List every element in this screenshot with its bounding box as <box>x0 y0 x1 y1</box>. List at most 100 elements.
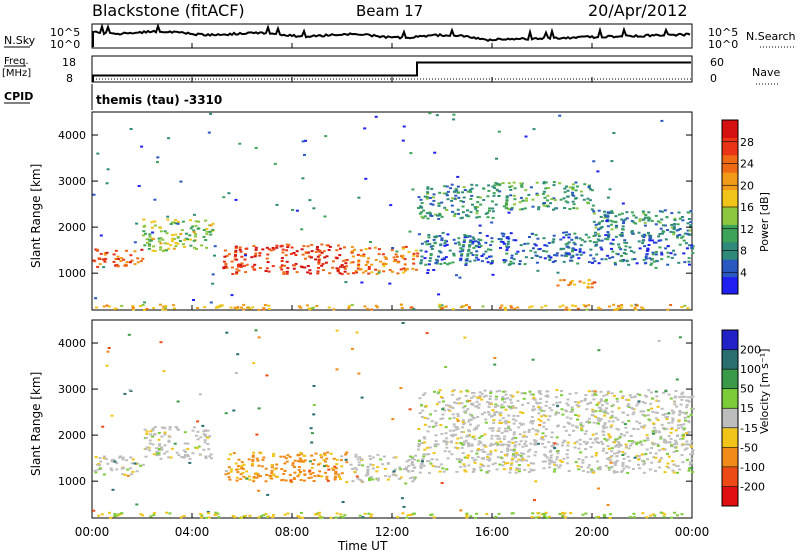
scatter-point <box>634 216 638 219</box>
scatter-point <box>533 398 537 401</box>
scatter-point <box>596 419 600 422</box>
scatter-point <box>610 210 614 213</box>
scatter-point <box>148 449 151 452</box>
scatter-point <box>371 464 375 467</box>
scatter-point <box>552 208 555 211</box>
scatter-point <box>595 452 599 455</box>
scatter-point <box>487 209 491 212</box>
scatter-point <box>538 424 542 427</box>
scatter-point <box>153 220 157 223</box>
scatter-point <box>603 210 606 213</box>
scatter-point <box>475 254 479 257</box>
scatter-point <box>312 207 316 210</box>
scatter-point <box>220 304 224 307</box>
scatter-point <box>617 213 621 216</box>
scatter-point <box>422 209 426 212</box>
scatter-point <box>674 390 678 392</box>
scatter-point <box>98 263 102 266</box>
scatter-point <box>638 220 642 223</box>
scatter-point <box>630 407 634 409</box>
scatter-point <box>354 453 358 456</box>
scatter-point <box>322 458 326 461</box>
scatter-point <box>174 242 178 244</box>
scatter-point <box>596 306 600 309</box>
scatter-point <box>162 305 166 308</box>
scatter-point <box>506 237 510 240</box>
scatter-point <box>500 232 504 235</box>
x-tick-label: 16:00 <box>475 525 510 539</box>
scatter-point <box>678 468 681 471</box>
scatter-point <box>438 214 442 217</box>
scatter-point <box>480 255 484 257</box>
scatter-point <box>688 229 692 232</box>
scatter-point <box>403 258 407 261</box>
scatter-point <box>129 467 132 470</box>
scatter-point <box>490 200 494 203</box>
scatter-point <box>516 250 520 253</box>
scatter-point <box>480 398 484 401</box>
scatter-point <box>489 401 493 404</box>
scatter-point <box>508 428 512 431</box>
scatter-point <box>555 464 559 467</box>
scatter-point <box>566 404 570 407</box>
scatter-point <box>531 420 535 422</box>
scatter-point <box>506 448 510 451</box>
scatter-point <box>282 272 286 275</box>
scatter-point <box>427 236 431 239</box>
scatter-point <box>563 516 567 519</box>
scatter-point <box>658 459 662 462</box>
scatter-point <box>691 453 695 456</box>
scatter-point <box>432 238 436 241</box>
scatter-point <box>115 263 119 266</box>
scatter-point <box>417 233 421 236</box>
scatter-point <box>666 255 670 258</box>
scatter-point <box>594 223 598 226</box>
scatter-point <box>519 196 523 199</box>
scatter-point <box>559 464 563 467</box>
scatter-point <box>420 442 424 445</box>
scatter-point <box>437 401 441 404</box>
scatter-point <box>301 253 305 256</box>
scatter-point <box>683 395 686 398</box>
scatter-point <box>509 260 513 263</box>
scatter-point <box>487 403 491 406</box>
scatter-point <box>438 212 442 215</box>
scatter-point <box>343 246 346 249</box>
scatter-point <box>604 234 608 237</box>
scatter-point <box>503 401 507 404</box>
scatter-point <box>613 309 617 311</box>
scatter-point <box>520 452 524 455</box>
scatter-point <box>420 215 424 218</box>
scatter-point <box>477 238 481 241</box>
scatter-point <box>145 446 149 449</box>
scatter-point <box>251 460 255 463</box>
scatter-point <box>480 457 484 460</box>
scatter-point <box>253 268 257 271</box>
y-tick-label: 2000 <box>58 429 86 442</box>
scatter-point <box>627 399 631 401</box>
scatter-point <box>587 464 591 467</box>
scatter-point <box>612 394 616 397</box>
scatter-point <box>158 240 161 243</box>
scatter-point <box>577 405 581 407</box>
scatter-point <box>517 467 521 470</box>
scatter-point <box>496 444 500 447</box>
scatter-point <box>265 246 269 249</box>
scatter-point <box>454 428 458 431</box>
scatter-point <box>619 433 623 435</box>
scatter-point <box>238 248 242 251</box>
scatter-point <box>157 444 161 447</box>
scatter-point <box>470 443 474 446</box>
scatter-point <box>683 448 687 451</box>
scatter-point <box>359 458 363 461</box>
scatter-point <box>170 447 174 450</box>
scatter-point <box>390 249 394 252</box>
scatter-point <box>368 479 371 482</box>
scatter-point <box>438 250 441 253</box>
scatter-point <box>466 209 469 212</box>
scatter-point <box>666 308 670 311</box>
scatter-point <box>472 395 476 398</box>
scatter-point <box>462 240 466 243</box>
scatter-point <box>510 254 514 257</box>
